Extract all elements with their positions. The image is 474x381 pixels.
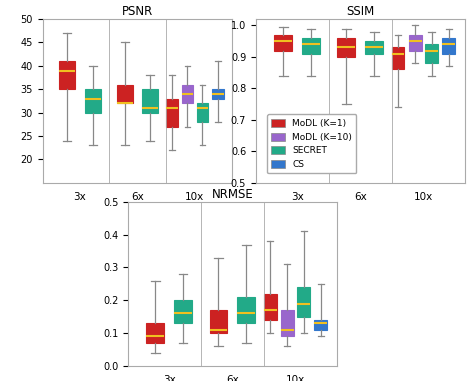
PathPatch shape <box>182 85 193 103</box>
PathPatch shape <box>237 297 255 323</box>
PathPatch shape <box>59 61 75 89</box>
Title: SSIM: SSIM <box>346 5 374 18</box>
PathPatch shape <box>212 89 224 99</box>
PathPatch shape <box>365 41 383 54</box>
PathPatch shape <box>281 310 293 336</box>
PathPatch shape <box>425 44 438 63</box>
PathPatch shape <box>297 287 310 317</box>
Title: PSNR: PSNR <box>122 5 153 18</box>
PathPatch shape <box>210 310 227 333</box>
PathPatch shape <box>314 320 327 330</box>
PathPatch shape <box>146 323 164 343</box>
PathPatch shape <box>442 38 455 54</box>
PathPatch shape <box>166 99 178 127</box>
PathPatch shape <box>197 103 208 122</box>
PathPatch shape <box>84 89 100 113</box>
PathPatch shape <box>409 35 421 51</box>
PathPatch shape <box>302 38 320 54</box>
PathPatch shape <box>142 89 158 113</box>
PathPatch shape <box>337 38 355 57</box>
PathPatch shape <box>117 85 133 103</box>
PathPatch shape <box>264 294 276 320</box>
PathPatch shape <box>174 300 192 323</box>
PathPatch shape <box>392 47 404 69</box>
PathPatch shape <box>274 35 292 51</box>
Title: NRMSE: NRMSE <box>211 188 253 201</box>
Legend: MoDL (K=1), MoDL (K=10), SECRET, CS: MoDL (K=1), MoDL (K=10), SECRET, CS <box>267 114 356 173</box>
